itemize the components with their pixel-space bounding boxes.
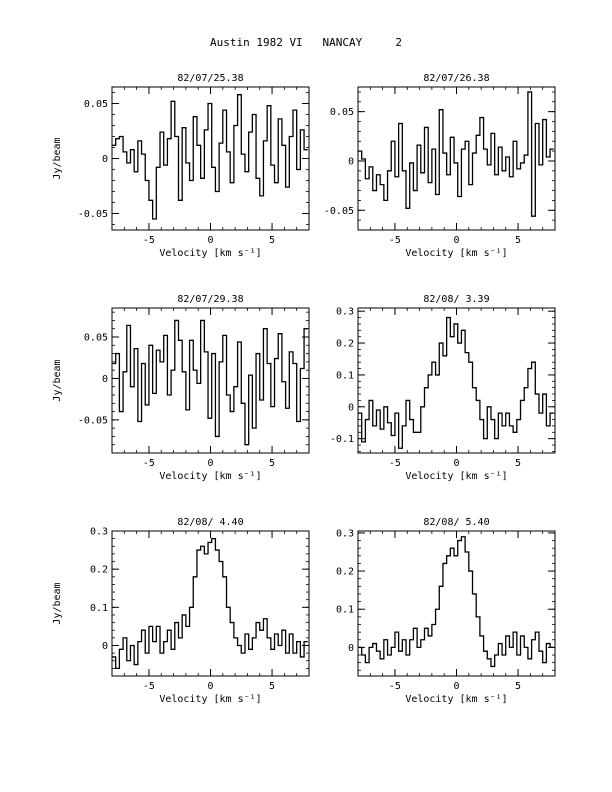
y-tick-label: 0.1 — [336, 605, 354, 616]
y-axis-label: Jy/beam — [52, 137, 63, 179]
x-tick-label: -5 — [389, 235, 401, 246]
y-tick-label: 0.3 — [90, 527, 108, 538]
y-tick-label: 0.2 — [336, 339, 354, 350]
y-tick-label: 0.3 — [336, 528, 354, 539]
x-tick-label: 5 — [269, 458, 275, 469]
x-tick-label: -5 — [143, 458, 155, 469]
y-tick-label: 0.1 — [90, 603, 108, 614]
x-tick-label: 0 — [453, 681, 459, 692]
x-tick-label: -5 — [143, 681, 155, 692]
x-tick-label: 5 — [269, 681, 275, 692]
panel-title: 82/07/26.38 — [423, 73, 489, 84]
panel-title: 82/07/29.38 — [177, 294, 243, 305]
page-title: Austin 1982 VI NANCAY 2 — [209, 36, 403, 49]
spectrum-panel-6: -5 0 5 0 0.1 0.2 0.3 82/08/ 5.40 Velocity [km s⁻… — [336, 517, 556, 705]
spectrum-panel-4: -5 0 5 -0.1 0 0.1 0.2 0.3 82/08/ 3.39 Velocity [k… — [330, 294, 556, 482]
plot-frame — [357, 307, 556, 454]
panel-title: 82/08/ 4.40 — [177, 517, 243, 528]
y-tick-label: -0.05 — [78, 209, 108, 220]
x-tick-label: 0 — [207, 458, 213, 469]
y-tick-label: 0.05 — [330, 107, 354, 118]
x-tick-label: 0 — [453, 458, 459, 469]
y-axis-label: Jy/beam — [52, 582, 63, 624]
y-axis-label: Jy/beam — [52, 359, 63, 401]
y-tick-label: 0 — [348, 643, 354, 654]
x-tick-label: -5 — [389, 681, 401, 692]
plot-frame — [111, 530, 310, 677]
y-tick-label: 0.2 — [336, 567, 354, 578]
x-tick-label: -5 — [143, 235, 155, 246]
x-tick-label: 0 — [207, 235, 213, 246]
spectrum-line — [112, 94, 308, 220]
y-tick-label: 0.3 — [336, 307, 354, 318]
spectrum-line — [112, 537, 308, 670]
spectrum-line — [358, 316, 554, 449]
y-tick-label: 0.05 — [84, 333, 108, 344]
x-tick-label: 0 — [207, 681, 213, 692]
panel-title: 82/08/ 5.40 — [423, 517, 489, 528]
spectrum-panel-5: -5 0 5 0 0.1 0.2 0.3 82/08/ 4.40 Velocity [km s⁻… — [52, 517, 310, 705]
spectrum-panel-1: -5 0 5 -0.05 0 0.05 82/07/25.38 Velocity [km s⁻… — [52, 73, 310, 259]
y-tick-label: 0 — [102, 374, 108, 385]
x-tick-label: 5 — [515, 235, 521, 246]
y-tick-label: 0.05 — [84, 99, 108, 110]
x-axis-label: Velocity [km s⁻¹] — [405, 694, 507, 705]
y-tick-label: 0.1 — [336, 370, 354, 381]
panel-title: 82/08/ 3.39 — [423, 294, 489, 305]
plot-frame — [357, 86, 556, 231]
spectrum-line — [112, 319, 308, 446]
plot-frame — [111, 86, 310, 231]
y-tick-label: -0.05 — [324, 206, 354, 217]
y-tick-label: 0 — [102, 641, 108, 652]
x-tick-label: 5 — [515, 458, 521, 469]
y-tick-label: 0 — [348, 402, 354, 413]
x-axis-label: Velocity [km s⁻¹] — [159, 248, 261, 259]
x-tick-label: 5 — [515, 681, 521, 692]
y-tick-label: -0.1 — [330, 434, 354, 445]
spectrum-panel-2: -5 0 5 -0.05 0 0.05 82/07/26.38 Velocity [km s⁻… — [324, 73, 556, 259]
spectrum-line — [358, 536, 554, 668]
y-tick-label: 0 — [102, 154, 108, 165]
x-tick-label: 0 — [453, 235, 459, 246]
x-axis-label: Velocity [km s⁻¹] — [405, 471, 507, 482]
x-tick-label: -5 — [389, 458, 401, 469]
x-axis-label: Velocity [km s⁻¹] — [159, 694, 261, 705]
panel-title: 82/07/25.38 — [177, 73, 243, 84]
x-axis-label: Velocity [km s⁻¹] — [159, 471, 261, 482]
spectrum-panel-3: -5 0 5 -0.05 0 0.05 82/07/29.38 Velocity [km s⁻… — [52, 294, 310, 482]
y-tick-label: 0 — [348, 156, 354, 167]
spectrum-line — [358, 91, 554, 217]
y-tick-label: 0.2 — [90, 565, 108, 576]
x-tick-label: 5 — [269, 235, 275, 246]
y-tick-label: -0.05 — [78, 415, 108, 426]
x-axis-label: Velocity [km s⁻¹] — [405, 248, 507, 259]
